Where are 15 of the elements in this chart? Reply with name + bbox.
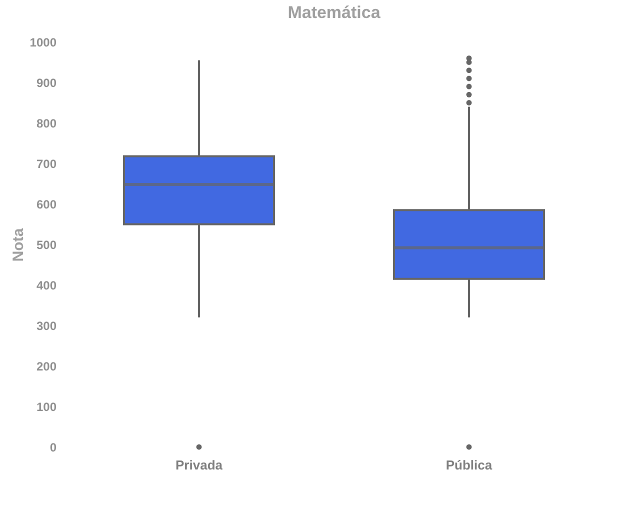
x-tick-label: Privada xyxy=(176,458,224,472)
y-axis-title: Nota xyxy=(10,228,27,262)
y-tick-label: 300 xyxy=(36,319,57,333)
y-tick-label: 200 xyxy=(36,360,57,374)
y-tick-label: 700 xyxy=(36,157,57,171)
y-tick-label: 400 xyxy=(36,278,57,292)
y-tick-label: 100 xyxy=(36,400,57,414)
y-tick-label: 0 xyxy=(50,440,57,454)
y-tick-label: 600 xyxy=(36,198,57,212)
x-tick-label: Pública xyxy=(446,458,493,472)
chart-title: Matemática xyxy=(288,3,381,22)
y-tick-label: 800 xyxy=(36,116,57,130)
y-tick-label: 500 xyxy=(36,238,57,252)
y-tick-label: 1000 xyxy=(30,36,57,50)
y-tick-label: 900 xyxy=(36,76,57,90)
